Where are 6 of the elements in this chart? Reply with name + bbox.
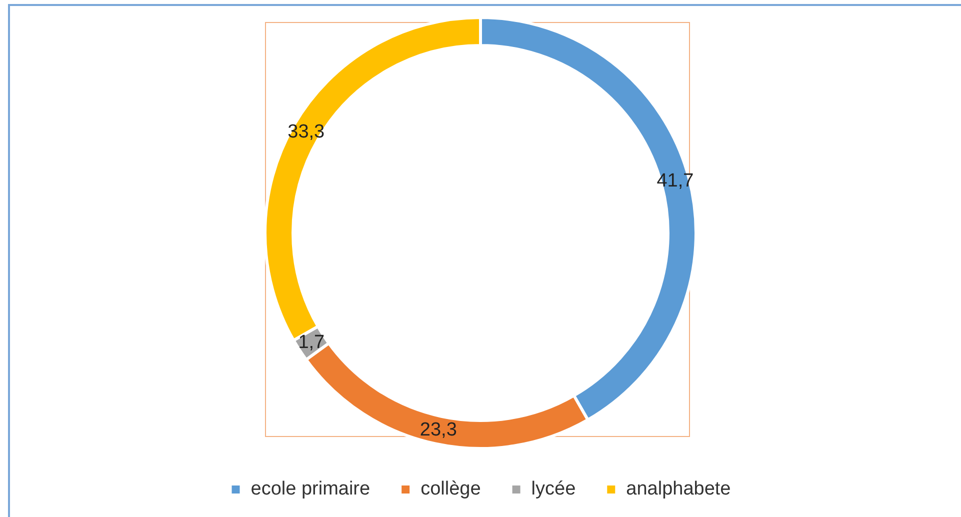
data-label: 1,7 xyxy=(298,332,325,353)
legend-label: collège xyxy=(420,478,481,500)
data-label: 23,3 xyxy=(420,419,457,440)
legend-label: lycée xyxy=(531,478,576,500)
legend-label: analphabete xyxy=(626,478,731,500)
legend-label: ecole primaire xyxy=(250,478,370,500)
